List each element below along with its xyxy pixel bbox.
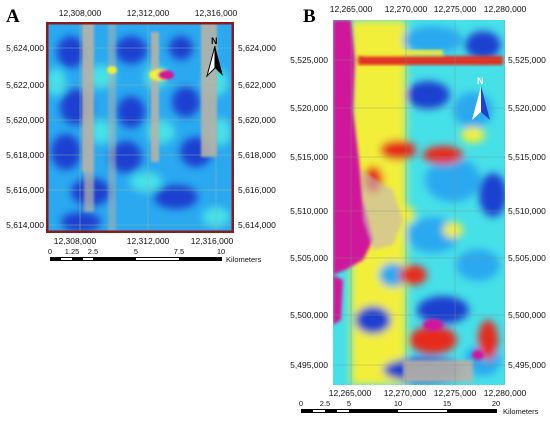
panel-b-raster [333, 20, 505, 385]
scale-bar-segment [447, 409, 496, 413]
panel-b-y-tick-right: 5,525,000 [508, 54, 546, 65]
panel-b-y-tick-left: 5,525,000 [290, 54, 328, 65]
panel-a-north-arrow: N [205, 36, 225, 78]
panel-a-map [46, 22, 234, 233]
panel-a-y-tick-right: 5,622,000 [238, 79, 276, 90]
panel-a-y-tick-left: 5,618,000 [6, 149, 44, 160]
scale-bar-segment [179, 257, 222, 261]
north-label: N [211, 36, 218, 46]
panel-a-x-tick-top: 12,316,000 [194, 8, 238, 18]
scale-label: 7.5 [173, 247, 185, 256]
panel-b-x-tick-top: 12,270,000 [384, 4, 428, 14]
scale-label: 0 [47, 247, 53, 256]
panel-b-y-tick-left: 5,520,000 [290, 102, 328, 113]
panel-b-x-tick-bottom: 12,275,000 [433, 388, 477, 398]
panel-a-scale-bar: 0 1.25 2.5 5 7.5 10 Kilometers [0, 247, 270, 273]
scale-label: 20 [491, 399, 501, 408]
panel-a-frame [46, 22, 234, 233]
scale-bar-segment [72, 257, 83, 261]
panel-b-x-tick-bottom: 12,270,000 [383, 388, 427, 398]
north-label: N [477, 76, 484, 86]
panel-a-y-tick-right: 5,624,000 [238, 42, 276, 53]
panel-b-x-tick-bottom: 12,280,000 [483, 388, 527, 398]
scale-label: 0 [298, 399, 304, 408]
panel-b-y-tick-right: 5,495,000 [508, 359, 546, 370]
panel-a-letter: A [6, 6, 20, 27]
panel-b-x-tick-top: 12,265,000 [329, 4, 373, 14]
panel-a-y-tick-right: 5,618,000 [238, 149, 276, 160]
panel-b-y-tick-right: 5,505,000 [508, 252, 546, 263]
panel-a-x-tick-bottom: 12,312,000 [126, 236, 170, 246]
panel-b-x-tick-top: 12,280,000 [483, 4, 527, 14]
panel-b-y-tick-left: 5,515,000 [290, 151, 328, 162]
scale-bar-segment [325, 409, 337, 413]
scale-bar-segment [349, 409, 398, 413]
panel-a-x-tick-top: 12,308,000 [58, 8, 102, 18]
panel-b-y-tick-right: 5,515,000 [508, 151, 546, 162]
scale-unit: Kilometers [226, 255, 262, 264]
panel-a-y-tick-right: 5,616,000 [238, 184, 276, 195]
panel-b-map [333, 20, 505, 385]
panel-a-x-tick-top: 12,312,000 [126, 8, 170, 18]
north-arrow-icon [206, 46, 223, 78]
scale-label: 10 [393, 399, 403, 408]
panel-a-y-tick-left: 5,620,000 [6, 114, 44, 125]
panel-a-y-tick-left: 5,624,000 [6, 42, 44, 53]
panel-b-y-tick-right: 5,510,000 [508, 205, 546, 216]
scale-label: 15 [442, 399, 452, 408]
panel-b-north-arrow: N [470, 76, 492, 124]
scale-bar-segment [93, 257, 136, 261]
scale-label: 2.5 [319, 399, 331, 408]
scale-unit: Kilometers [503, 407, 539, 416]
scale-bar-segment [50, 257, 61, 261]
panel-a-x-tick-bottom: 12,308,000 [53, 236, 97, 246]
panel-a-raster [46, 22, 234, 233]
panel-b-y-tick-left: 5,500,000 [290, 309, 328, 320]
panel-a-y-tick-left: 5,614,000 [6, 219, 44, 230]
scale-label: 1.25 [64, 247, 80, 256]
panel-b-y-tick-right: 5,520,000 [508, 102, 546, 113]
north-arrow-icon [472, 86, 490, 120]
panel-b-x-tick-top: 12,275,000 [433, 4, 477, 14]
panel-a-y-tick-left: 5,616,000 [6, 184, 44, 195]
panel-b-x-tick-bottom: 12,265,000 [328, 388, 372, 398]
panel-b-y-tick-left: 5,510,000 [290, 205, 328, 216]
panel-a-y-tick-right: 5,620,000 [238, 114, 276, 125]
scale-label: 5 [133, 247, 139, 256]
scale-label: 5 [346, 399, 352, 408]
scale-bar-segment [301, 409, 313, 413]
scale-label: 2.5 [87, 247, 99, 256]
panel-b-y-tick-right: 5,500,000 [508, 309, 546, 320]
panel-b-scale-bar: 0 2.5 5 10 15 20 Kilometers [0, 399, 550, 421]
panel-b-y-tick-left: 5,505,000 [290, 252, 328, 263]
scale-label: 10 [216, 247, 226, 256]
panel-b-y-tick-left: 5,495,000 [290, 359, 328, 370]
panel-a-x-tick-bottom: 12,316,000 [190, 236, 234, 246]
panel-b-letter: B [303, 6, 316, 27]
panel-a-y-tick-left: 5,622,000 [6, 79, 44, 90]
panel-a-y-tick-right: 5,614,000 [238, 219, 276, 230]
